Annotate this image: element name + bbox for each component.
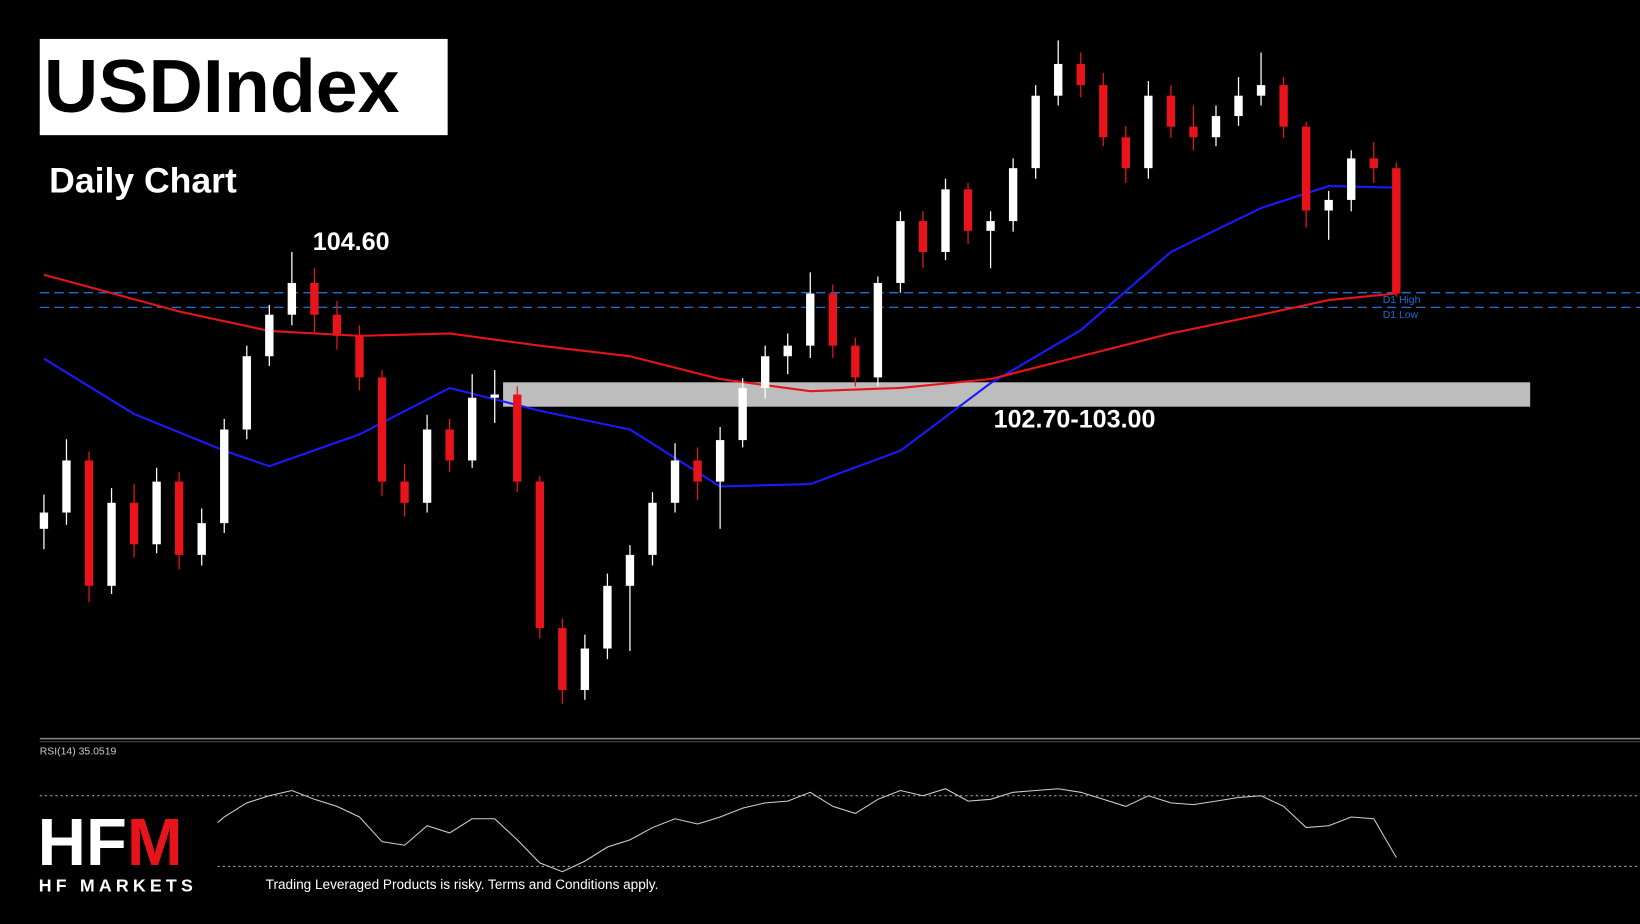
candle-body	[400, 481, 409, 503]
candle-body	[1099, 85, 1108, 138]
candle-body	[1392, 168, 1401, 294]
candle-body	[648, 502, 657, 555]
candle-body	[761, 356, 770, 388]
candle-body	[1347, 158, 1356, 200]
candle-body	[896, 221, 905, 283]
candle-body	[670, 460, 680, 503]
candle-body	[287, 282, 297, 315]
candle-body	[783, 345, 792, 357]
candle-body	[1211, 116, 1221, 138]
candle-body	[918, 221, 928, 253]
candle-body	[355, 335, 364, 378]
candle-body	[1008, 168, 1018, 222]
candle-body	[1076, 63, 1085, 86]
candle-body	[332, 314, 342, 336]
chart-subtitle: Daily Chart	[49, 161, 237, 201]
logo: HFM	[38, 805, 183, 880]
candle-body	[1369, 158, 1378, 169]
zone-label: 102.70-103.00	[994, 406, 1156, 434]
level-label: D1 High	[1383, 295, 1421, 306]
candle-body	[1144, 95, 1153, 169]
disclaimer: Trading Leveraged Products is risky. Ter…	[266, 877, 659, 892]
candle-body	[1256, 85, 1266, 96]
candle-body	[1031, 95, 1040, 169]
candle-body	[558, 628, 567, 691]
support-zone	[503, 382, 1531, 407]
candle-body	[174, 481, 184, 555]
candle-body	[1324, 199, 1333, 211]
level-label: D1 Low	[1383, 310, 1419, 321]
candle-body	[1279, 85, 1288, 127]
rsi-label: RSI(14) 35.0519	[40, 746, 117, 757]
logo-part: M	[127, 805, 183, 880]
candle-body	[490, 394, 499, 398]
candle-body	[377, 377, 387, 482]
candle-body	[152, 481, 161, 545]
candle-body	[84, 460, 94, 586]
candle-body	[242, 356, 251, 430]
candle-body	[603, 585, 612, 649]
candle-body	[39, 512, 49, 529]
logo-backdrop	[31, 805, 218, 902]
candle-body	[422, 429, 432, 503]
candle-body	[986, 221, 995, 231]
logo-part: HF	[38, 805, 127, 880]
candle-body	[1121, 137, 1131, 169]
title-box	[39, 38, 448, 136]
candle-body	[941, 189, 950, 253]
candle-body	[467, 397, 477, 461]
rsi-line	[43, 788, 1397, 873]
company-name: HF MARKETS	[39, 875, 197, 895]
candle-body	[220, 429, 229, 524]
candle-body	[828, 293, 837, 346]
candle-body	[580, 648, 590, 691]
candle-body	[1166, 95, 1176, 127]
candle-body	[445, 429, 454, 461]
candle-body	[1301, 126, 1311, 211]
candle-body	[963, 189, 973, 231]
candle-body	[625, 554, 635, 586]
candle-body	[535, 481, 544, 629]
candle-body	[873, 282, 883, 378]
price-annotation: 104.60	[313, 228, 390, 256]
candle-body	[1054, 63, 1063, 96]
candle-body	[129, 502, 139, 545]
candle-body	[1189, 126, 1198, 138]
chart-title: USDIndex	[44, 44, 400, 128]
candle-body	[851, 345, 860, 378]
candle-body	[738, 387, 747, 441]
plot-layer: 102.70-103.00 D1 High D1 Low 104.60	[39, 40, 1640, 873]
candle-body	[107, 502, 116, 586]
candle-body	[806, 293, 815, 346]
candle-body	[62, 460, 71, 513]
candle-body	[310, 282, 319, 315]
candle-body	[693, 460, 702, 482]
candle-body	[265, 314, 274, 357]
candle-body	[197, 523, 206, 555]
candle-body	[1234, 95, 1243, 117]
candle-body	[715, 440, 725, 482]
candle-body	[513, 394, 522, 482]
